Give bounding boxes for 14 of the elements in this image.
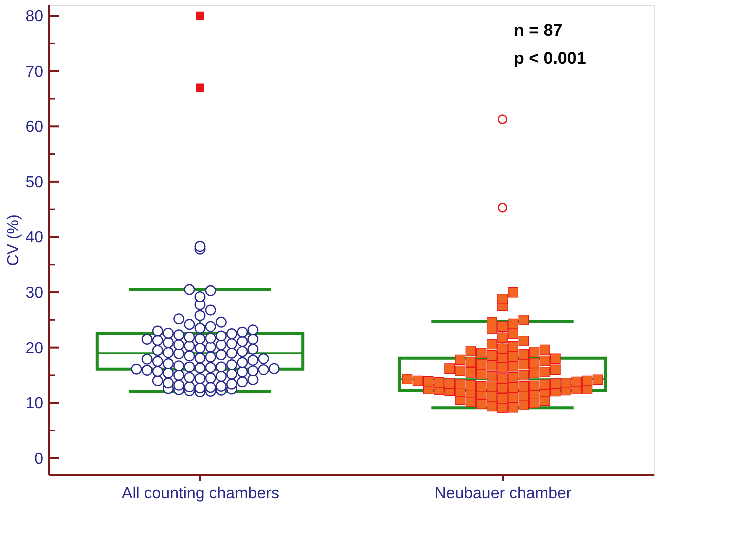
annotation: n = 87 xyxy=(514,21,563,40)
y-tick-label: 70 xyxy=(26,64,44,81)
y-tick-label: 50 xyxy=(26,174,44,192)
y-tick-label: 10 xyxy=(26,396,44,413)
y-tick-label: 60 xyxy=(26,119,44,136)
y-tick-label: 20 xyxy=(26,340,44,358)
y-tick-label: 0 xyxy=(34,450,44,468)
y-tick-label: 80 xyxy=(26,8,44,26)
y-tick-label: 40 xyxy=(26,230,44,247)
annotation: p < 0.001 xyxy=(514,49,586,68)
y-tick-label: 30 xyxy=(26,285,44,302)
x-tick-label: All counting chambers xyxy=(122,486,280,502)
x-tick-label: Neubauer chamber xyxy=(434,486,572,502)
y-axis-title: CV (%) xyxy=(6,214,23,266)
